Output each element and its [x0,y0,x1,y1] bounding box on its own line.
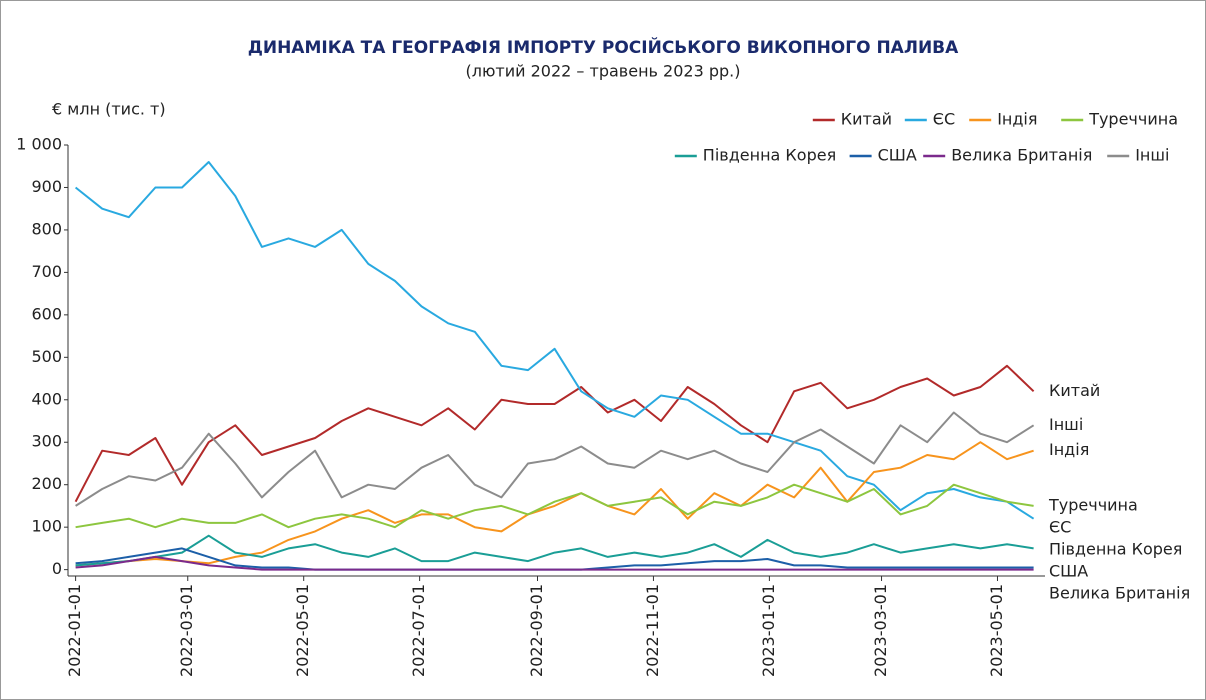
x-tick-label: 2023-01-01 [759,584,778,677]
x-tick-label: 2022-05-01 [293,584,312,677]
legend-label: США [878,146,917,165]
x-tick-label: 2022-11-01 [643,584,662,677]
end-label: ЄС [1049,517,1071,536]
x-tick-label: 2022-01-01 [65,584,84,677]
y-tick-label: 500 [31,347,62,366]
legend-label: Велика Британія [951,146,1092,165]
x-tick-label: 2023-03-01 [871,584,890,677]
x-tick-label: 2022-09-01 [527,584,546,677]
legend-label: ЄС [933,110,955,129]
end-label: США [1049,561,1088,580]
y-tick-label: 300 [31,432,62,451]
series-line [75,411,1035,507]
series-line [75,483,1034,529]
legend-label: Інші [1135,146,1169,165]
end-label: Велика Британія [1049,583,1190,602]
legend-label: Туреччина [1088,110,1178,129]
series-line [75,555,1034,571]
series-line [74,161,1035,520]
x-tick-label: 2022-03-01 [177,584,196,677]
legend-label: Китай [841,110,892,129]
series-line [75,534,1034,567]
end-label: Інші [1049,415,1083,434]
chart-title: ДИНАМІКА ТА ГЕОГРАФІЯ ІМПОРТУ РОСІЙСЬКОГ… [248,36,959,58]
y-tick-label: 0 [52,559,62,578]
y-axis-label: € млн (тис. т) [52,100,166,119]
end-label: Китай [1049,381,1100,400]
y-tick-label: 400 [31,389,62,408]
series-line [74,364,1035,503]
legend-label: Індія [997,110,1037,129]
y-tick-label: 100 [31,517,62,536]
y-tick-label: 700 [31,262,62,281]
end-label: Південна Корея [1049,539,1182,558]
y-tick-label: 200 [31,474,62,493]
y-tick-label: 800 [31,219,62,238]
y-tick-label: 600 [31,304,62,323]
end-label: Туреччина [1048,495,1138,514]
end-label: Індія [1049,440,1089,459]
legend-label: Південна Корея [703,146,836,165]
x-tick-label: 2022-07-01 [409,584,428,677]
y-tick-label: 1 000 [16,135,62,154]
y-tick-label: 900 [31,177,62,196]
x-tick-label: 2023-05-01 [987,584,1006,677]
chart-subtitle: (лютий 2022 – травень 2023 рр.) [465,62,740,81]
series-line [75,441,1034,567]
